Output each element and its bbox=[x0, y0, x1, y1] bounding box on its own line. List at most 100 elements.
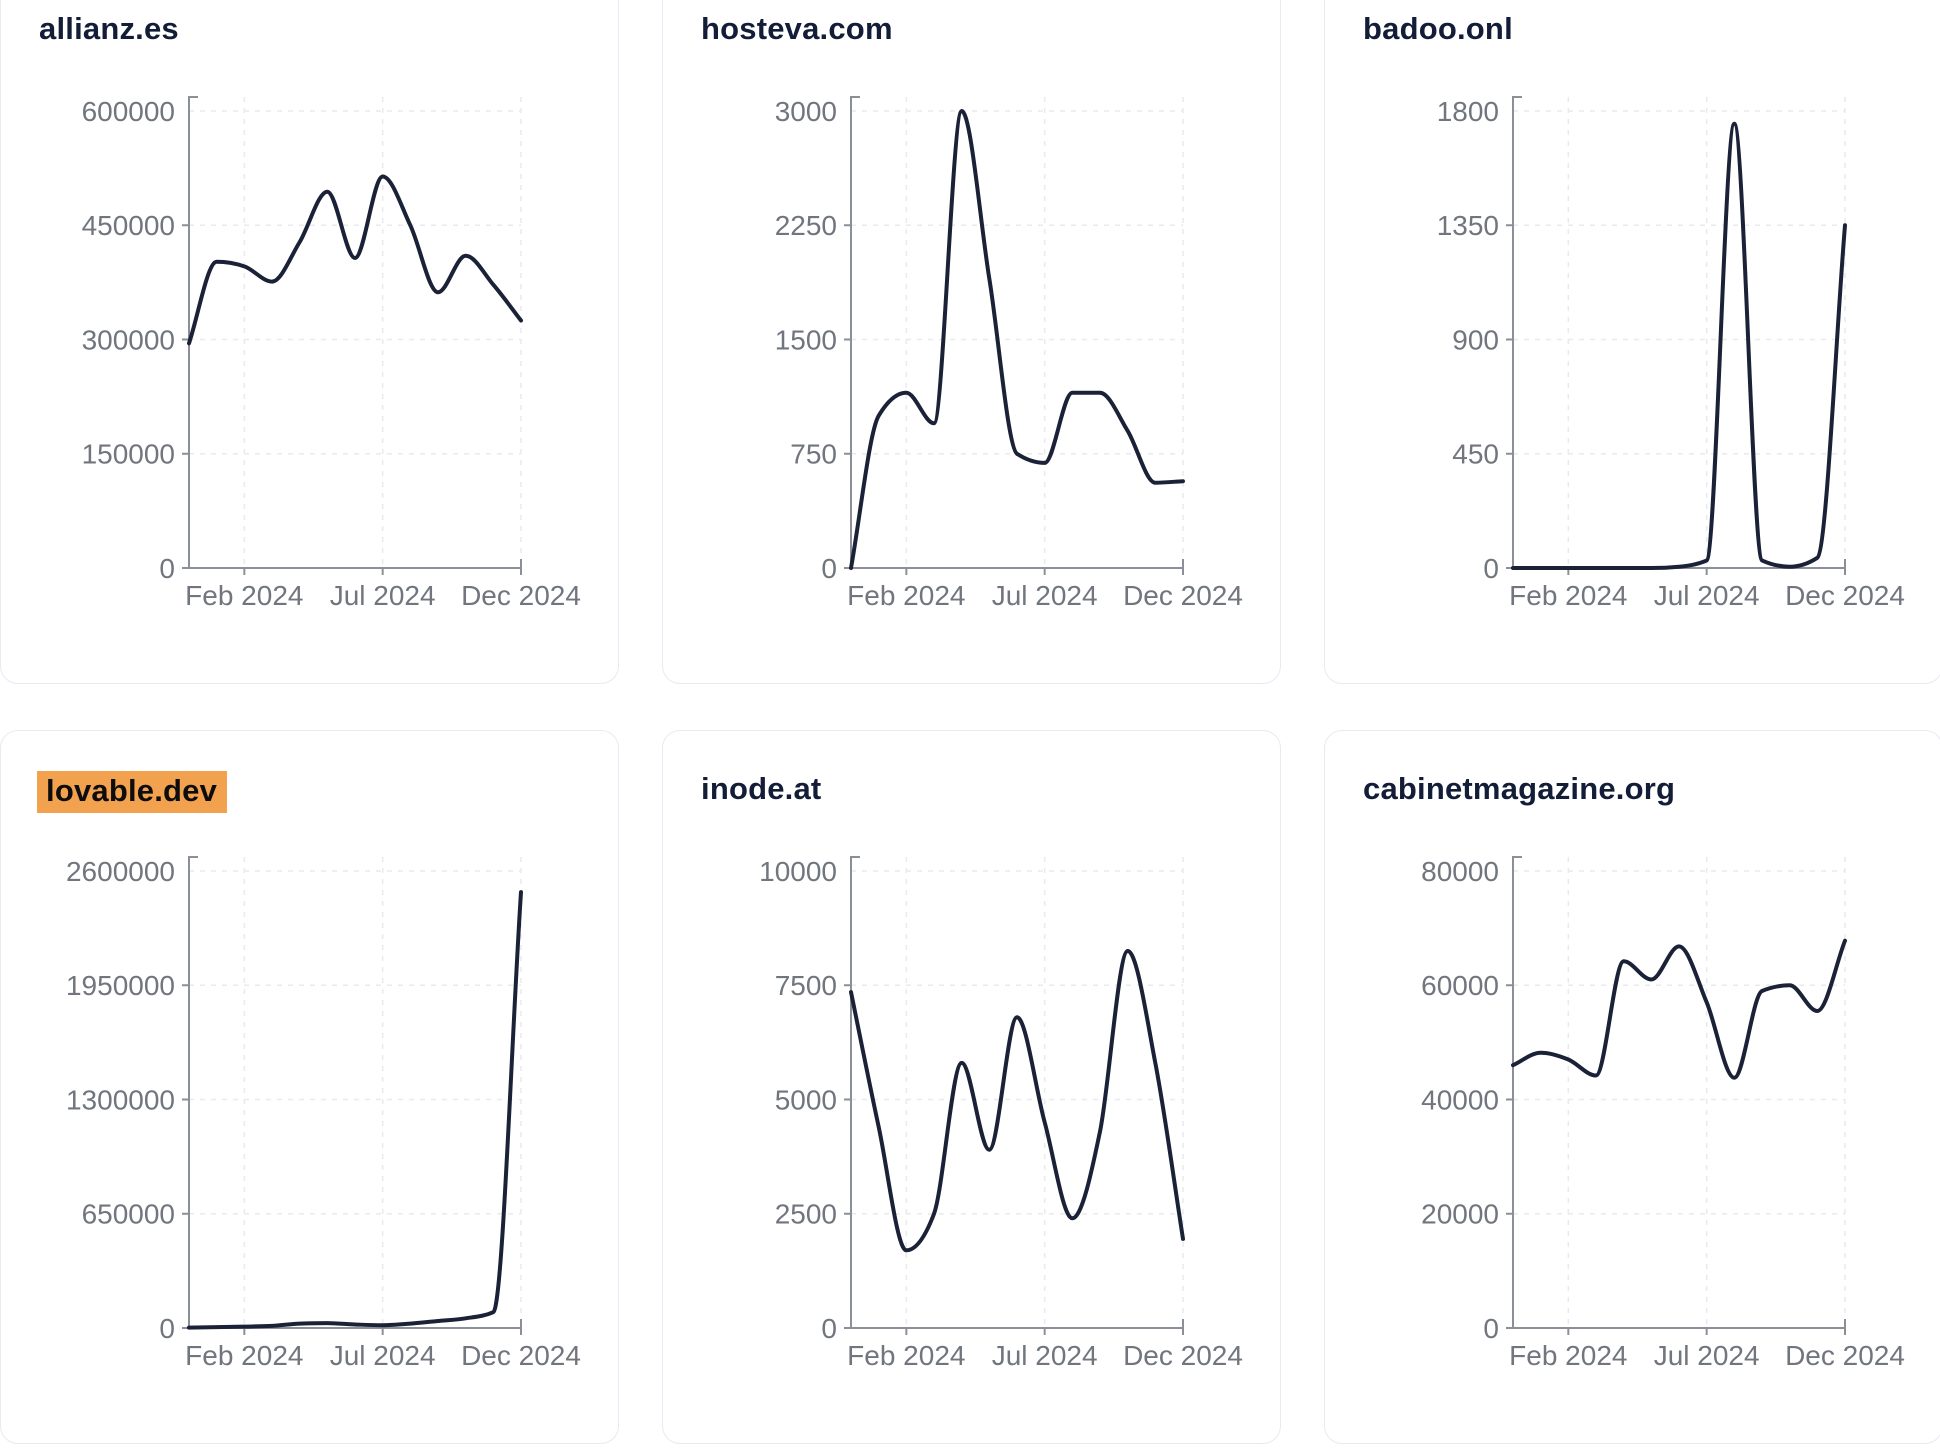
y-axis-line bbox=[188, 96, 198, 568]
series-line bbox=[849, 949, 1185, 1253]
y-tick-label: 0 bbox=[1483, 1313, 1499, 1344]
y-tick-label: 5000 bbox=[775, 1084, 837, 1115]
domain-title-text: allianz.es bbox=[39, 11, 179, 46]
y-tick-label: 300000 bbox=[82, 324, 175, 355]
y-tick-label: 1350 bbox=[1437, 210, 1499, 241]
domain-title: hosteva.com bbox=[701, 11, 893, 47]
domain-chart-card-allianz.es[interactable]: allianz.es 0 150000 300000 450000 600000 Feb … bbox=[0, 0, 619, 684]
x-tick-label: Jul 2024 bbox=[992, 580, 1098, 611]
x-tick-label: Dec 2024 bbox=[461, 580, 581, 611]
domain-title-text: badoo.onl bbox=[1363, 11, 1513, 46]
domain-chart-card-inode.at[interactable]: inode.at 0 2500 5000 7500 10000 Feb 2024 Jul 2… bbox=[662, 730, 1281, 1444]
gridlines bbox=[189, 857, 522, 1328]
series-line bbox=[849, 109, 1185, 570]
y-tick-label: 2600000 bbox=[66, 856, 175, 887]
x-tick-label: Dec 2024 bbox=[1123, 1340, 1243, 1371]
x-tick-label: Dec 2024 bbox=[1785, 580, 1905, 611]
y-tick-label: 0 bbox=[1483, 553, 1499, 584]
domain-title: cabinetmagazine.org bbox=[1363, 771, 1675, 807]
y-tick-label: 10000 bbox=[759, 856, 837, 887]
y-tick-label: 1800 bbox=[1437, 96, 1499, 127]
domain-title-text: inode.at bbox=[701, 771, 822, 806]
domain-title-text: cabinetmagazine.org bbox=[1363, 771, 1676, 806]
y-tick-label: 60000 bbox=[1421, 970, 1499, 1001]
y-tick-labels: 0 450 900 1350 1800 bbox=[1437, 96, 1499, 584]
y-tick-label: 20000 bbox=[1421, 1199, 1499, 1230]
series-line bbox=[1511, 938, 1847, 1080]
x-tick-labels: Feb 2024 Jul 2024 Dec 2024 bbox=[847, 580, 1243, 611]
x-tick-labels: Feb 2024 Jul 2024 Dec 2024 bbox=[847, 1340, 1243, 1371]
traffic-line-chart: 0 450 900 1350 1800 Feb 2024 Jul 2024 Dec 2024 bbox=[1437, 96, 1905, 611]
domain-title: badoo.onl bbox=[1363, 11, 1513, 47]
y-tick-label: 1500 bbox=[775, 324, 837, 355]
y-tick-label: 0 bbox=[821, 553, 837, 584]
x-tick-label: Jul 2024 bbox=[1654, 1340, 1760, 1371]
domain-chart-card-badoo.onl[interactable]: badoo.onl 0 450 900 1350 1800 Feb 2024 Jul 202… bbox=[1324, 0, 1940, 684]
y-tick-labels: 0 20000 40000 60000 80000 bbox=[1421, 856, 1499, 1344]
domain-chart-card-lovable.dev[interactable]: lovable.dev 0 650000 1300000 1950000 2600000… bbox=[0, 730, 619, 1444]
x-axis-line bbox=[851, 559, 1184, 569]
x-tick-label: Jul 2024 bbox=[1654, 580, 1760, 611]
axes bbox=[182, 856, 522, 1335]
gridlines bbox=[851, 97, 1184, 568]
domain-title-text: hosteva.com bbox=[701, 11, 893, 46]
y-tick-label: 600000 bbox=[82, 96, 175, 127]
axes bbox=[844, 96, 1184, 575]
series-line bbox=[1511, 121, 1847, 571]
y-tick-labels: 0 2500 5000 7500 10000 bbox=[759, 856, 837, 1344]
x-tick-label: Feb 2024 bbox=[847, 1340, 965, 1371]
y-tick-label: 0 bbox=[159, 553, 175, 584]
x-tick-label: Jul 2024 bbox=[330, 1340, 436, 1371]
gridlines bbox=[1513, 97, 1846, 568]
x-tick-labels: Feb 2024 Jul 2024 Dec 2024 bbox=[185, 580, 581, 611]
x-tick-label: Feb 2024 bbox=[1509, 580, 1627, 611]
traffic-line-chart: 0 750 1500 2250 3000 Feb 2024 Jul 2024 Dec 2024 bbox=[775, 96, 1243, 611]
y-axis-line bbox=[850, 856, 860, 1328]
traffic-line-chart: 0 20000 40000 60000 80000 Feb 2024 Jul 2024 Dec… bbox=[1421, 856, 1905, 1371]
y-axis-line bbox=[1512, 96, 1522, 568]
y-tick-label: 650000 bbox=[82, 1199, 175, 1230]
y-tick-label: 1300000 bbox=[66, 1084, 175, 1115]
x-tick-labels: Feb 2024 Jul 2024 Dec 2024 bbox=[185, 1340, 581, 1371]
y-tick-label: 450000 bbox=[82, 210, 175, 241]
y-tick-label: 750 bbox=[790, 439, 837, 470]
domain-title: lovable.dev bbox=[37, 771, 228, 813]
domain-title: inode.at bbox=[701, 771, 821, 807]
y-tick-labels: 0 750 1500 2250 3000 bbox=[775, 96, 837, 584]
gridlines bbox=[189, 97, 522, 568]
y-tick-labels: 0 650000 1300000 1950000 2600000 bbox=[66, 856, 175, 1344]
axes bbox=[1506, 96, 1846, 575]
x-tick-label: Jul 2024 bbox=[330, 580, 436, 611]
y-tick-label: 2500 bbox=[775, 1199, 837, 1230]
domain-title: allianz.es bbox=[39, 11, 179, 47]
domain-chart-card-hosteva.com[interactable]: hosteva.com 0 750 1500 2250 3000 Feb 2024 Jul … bbox=[662, 0, 1281, 684]
axes bbox=[182, 96, 522, 575]
series-line bbox=[187, 174, 523, 346]
x-tick-label: Feb 2024 bbox=[185, 580, 303, 611]
y-tick-labels: 0 150000 300000 450000 600000 bbox=[82, 96, 175, 584]
y-tick-label: 450 bbox=[1452, 439, 1499, 470]
series-line bbox=[187, 890, 523, 1330]
y-axis-line bbox=[850, 96, 860, 568]
y-tick-label: 150000 bbox=[82, 439, 175, 470]
x-tick-label: Dec 2024 bbox=[1123, 580, 1243, 611]
y-tick-label: 40000 bbox=[1421, 1084, 1499, 1115]
traffic-line-chart: 0 150000 300000 450000 600000 Feb 2024 Jul 202… bbox=[82, 96, 581, 611]
y-tick-label: 3000 bbox=[775, 96, 837, 127]
x-axis-line bbox=[851, 1319, 1184, 1329]
y-tick-label: 900 bbox=[1452, 324, 1499, 355]
axes bbox=[1506, 856, 1846, 1335]
x-axis-line bbox=[1513, 1319, 1846, 1329]
domain-title-text: lovable.dev bbox=[37, 771, 228, 813]
y-axis-line bbox=[1512, 856, 1522, 1328]
x-tick-label: Feb 2024 bbox=[1509, 1340, 1627, 1371]
x-tick-label: Jul 2024 bbox=[992, 1340, 1098, 1371]
x-axis-line bbox=[189, 559, 522, 569]
domain-chart-card-cabinetmagazine.org[interactable]: cabinetmagazine.org 0 20000 40000 60000 8000… bbox=[1324, 730, 1940, 1444]
x-tick-label: Feb 2024 bbox=[185, 1340, 303, 1371]
y-tick-label: 1950000 bbox=[66, 970, 175, 1001]
x-tick-labels: Feb 2024 Jul 2024 Dec 2024 bbox=[1509, 580, 1905, 611]
y-tick-label: 0 bbox=[159, 1313, 175, 1344]
x-tick-label: Dec 2024 bbox=[1785, 1340, 1905, 1371]
